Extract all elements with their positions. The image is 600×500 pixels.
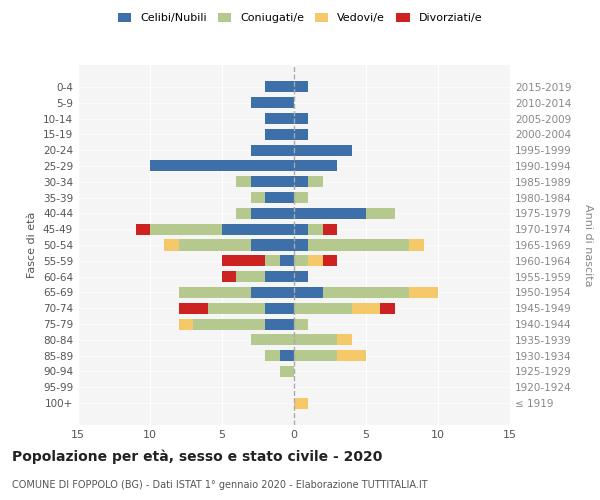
Legend: Celibi/Nubili, Coniugati/e, Vedovi/e, Divorziati/e: Celibi/Nubili, Coniugati/e, Vedovi/e, Di… — [113, 8, 487, 28]
Bar — [251, 144, 294, 156]
Bar — [251, 97, 294, 108]
Bar — [294, 318, 308, 330]
Bar — [308, 240, 409, 250]
Bar — [265, 129, 294, 140]
Bar — [136, 224, 150, 234]
Bar — [265, 318, 294, 330]
Bar — [294, 287, 323, 298]
Bar — [294, 144, 352, 156]
Bar — [222, 271, 236, 282]
Bar — [308, 256, 323, 266]
Bar — [294, 129, 308, 140]
Bar — [222, 256, 265, 266]
Y-axis label: Fasce di età: Fasce di età — [28, 212, 37, 278]
Bar — [409, 287, 438, 298]
Bar — [251, 192, 265, 203]
Bar — [294, 398, 308, 408]
Text: Popolazione per età, sesso e stato civile - 2020: Popolazione per età, sesso e stato civil… — [12, 450, 382, 464]
Bar — [380, 302, 395, 314]
Bar — [265, 302, 294, 314]
Bar — [265, 192, 294, 203]
Bar — [294, 82, 308, 92]
Bar — [150, 160, 294, 172]
Bar — [179, 318, 193, 330]
Bar — [323, 287, 409, 298]
Bar — [280, 366, 294, 377]
Bar — [323, 256, 337, 266]
Bar — [179, 287, 251, 298]
Bar — [251, 334, 294, 345]
Bar — [294, 350, 337, 361]
Bar — [280, 256, 294, 266]
Bar — [294, 208, 366, 219]
Bar — [265, 350, 280, 361]
Bar — [294, 176, 308, 188]
Bar — [179, 240, 251, 250]
Bar — [294, 192, 308, 203]
Bar — [366, 208, 395, 219]
Bar — [265, 271, 294, 282]
Bar — [294, 113, 308, 124]
Bar — [236, 208, 251, 219]
Bar — [294, 160, 337, 172]
Bar — [337, 334, 352, 345]
Bar — [294, 256, 308, 266]
Bar — [265, 82, 294, 92]
Bar — [294, 271, 308, 282]
Bar — [308, 224, 323, 234]
Bar — [409, 240, 424, 250]
Bar — [352, 302, 380, 314]
Bar — [294, 334, 337, 345]
Bar — [280, 350, 294, 361]
Bar — [179, 302, 208, 314]
Bar — [323, 224, 337, 234]
Bar — [208, 302, 265, 314]
Bar — [251, 176, 294, 188]
Bar — [251, 208, 294, 219]
Bar — [222, 224, 294, 234]
Bar — [294, 240, 308, 250]
Bar — [251, 287, 294, 298]
Bar — [236, 271, 265, 282]
Bar — [193, 318, 265, 330]
Bar — [150, 224, 222, 234]
Bar — [251, 240, 294, 250]
Bar — [164, 240, 179, 250]
Bar — [236, 176, 251, 188]
Bar — [265, 113, 294, 124]
Bar — [337, 350, 366, 361]
Text: COMUNE DI FOPPOLO (BG) - Dati ISTAT 1° gennaio 2020 - Elaborazione TUTTITALIA.IT: COMUNE DI FOPPOLO (BG) - Dati ISTAT 1° g… — [12, 480, 428, 490]
Bar — [308, 176, 323, 188]
Bar — [265, 256, 280, 266]
Bar — [294, 224, 308, 234]
Bar — [294, 302, 352, 314]
Y-axis label: Anni di nascita: Anni di nascita — [583, 204, 593, 286]
